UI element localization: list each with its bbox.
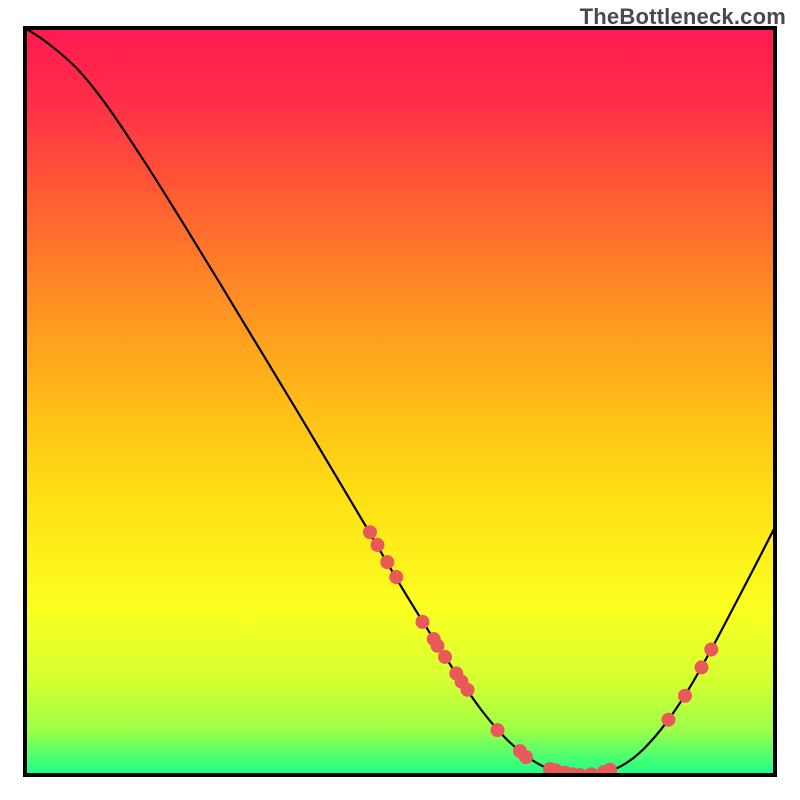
data-marker xyxy=(519,750,533,764)
data-marker xyxy=(678,689,692,703)
data-marker xyxy=(363,525,377,539)
data-marker xyxy=(416,615,430,629)
data-marker xyxy=(371,538,385,552)
watermark-label: TheBottleneck.com xyxy=(580,4,786,30)
chart-frame: TheBottleneck.com xyxy=(0,0,800,800)
gradient-background xyxy=(25,28,775,775)
data-marker xyxy=(662,713,676,727)
bottleneck-curve-chart xyxy=(0,0,800,800)
data-marker xyxy=(704,643,718,657)
data-marker xyxy=(461,683,475,697)
data-marker xyxy=(389,570,403,584)
data-marker xyxy=(438,650,452,664)
data-marker xyxy=(491,723,505,737)
data-marker xyxy=(380,555,394,569)
data-marker xyxy=(695,660,709,674)
